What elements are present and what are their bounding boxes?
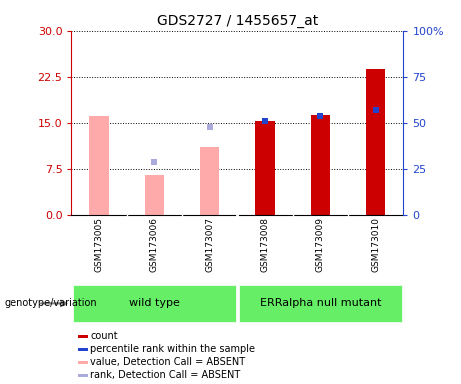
- Text: GSM173005: GSM173005: [95, 217, 104, 272]
- Bar: [366, 70, 385, 215]
- Text: wild type: wild type: [129, 298, 180, 308]
- Bar: [89, 116, 109, 215]
- Bar: [311, 116, 330, 215]
- Bar: [145, 175, 164, 215]
- Text: value, Detection Call = ABSENT: value, Detection Call = ABSENT: [90, 357, 245, 367]
- Text: GSM173008: GSM173008: [260, 217, 270, 272]
- Text: genotype/variation: genotype/variation: [5, 298, 97, 308]
- Bar: [78, 348, 88, 351]
- FancyBboxPatch shape: [72, 285, 236, 323]
- Text: count: count: [90, 331, 118, 341]
- Text: GSM173006: GSM173006: [150, 217, 159, 272]
- Bar: [255, 121, 275, 215]
- Text: GSM173010: GSM173010: [371, 217, 380, 272]
- Text: rank, Detection Call = ABSENT: rank, Detection Call = ABSENT: [90, 370, 240, 380]
- FancyBboxPatch shape: [238, 285, 402, 323]
- Title: GDS2727 / 1455657_at: GDS2727 / 1455657_at: [157, 14, 318, 28]
- Text: GSM173009: GSM173009: [316, 217, 325, 272]
- Text: percentile rank within the sample: percentile rank within the sample: [90, 344, 255, 354]
- Bar: [200, 147, 219, 215]
- Text: GSM173007: GSM173007: [205, 217, 214, 272]
- Bar: [78, 374, 88, 377]
- Bar: [78, 335, 88, 338]
- Bar: [311, 115, 330, 215]
- Bar: [78, 361, 88, 364]
- Text: ERRalpha null mutant: ERRalpha null mutant: [260, 298, 381, 308]
